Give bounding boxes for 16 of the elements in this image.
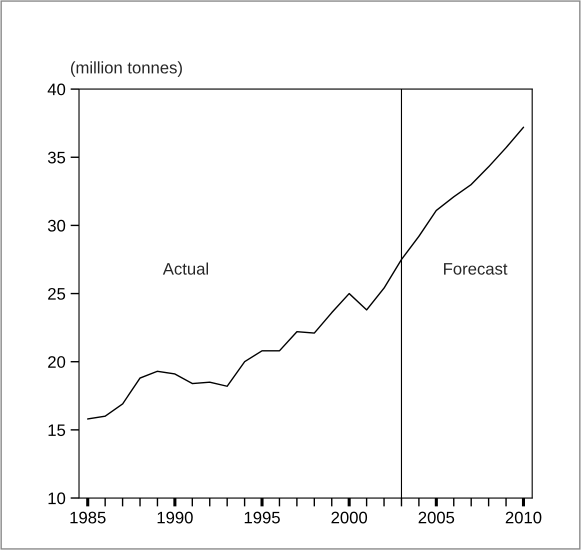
x-tick-label: 2010 xyxy=(506,512,542,524)
y-tick-label: 10 xyxy=(48,492,66,504)
y-tick-label: 35 xyxy=(48,152,66,164)
y-tick-label: 40 xyxy=(48,84,66,96)
y-tick-label: 15 xyxy=(48,424,66,436)
annotation: Forecast xyxy=(444,263,508,275)
y-tick-label: 25 xyxy=(48,288,66,300)
annotation: Actual xyxy=(162,262,208,275)
y-tick-label: 30 xyxy=(48,220,66,232)
y-tick-label: 20 xyxy=(48,356,66,368)
x-tick-label: 2000 xyxy=(331,512,368,524)
y-axis-title: (million tonnes) xyxy=(70,61,182,77)
x-tick-label: 1985 xyxy=(70,512,106,524)
x-tick-label: 1995 xyxy=(244,512,280,524)
x-tick-label: 1990 xyxy=(158,512,193,524)
x-tick-label: 2005 xyxy=(418,512,454,524)
